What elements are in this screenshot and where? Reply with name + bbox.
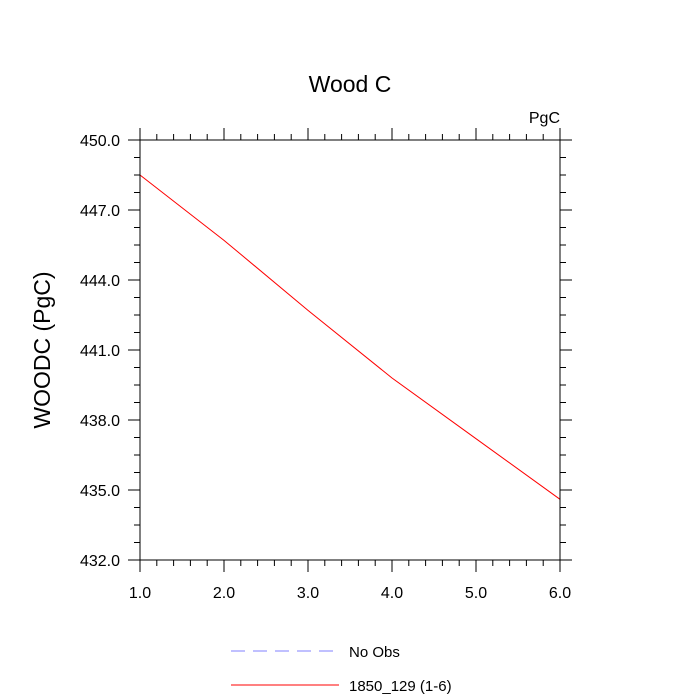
y-tick-label: 444.0 <box>80 273 120 290</box>
tick-labels: 1.0 2.0 3.0 4.0 5.0 6.0 432.0 435.0 438.0 441.0 44… <box>80 133 571 602</box>
y-tick-label: 441.0 <box>80 343 120 360</box>
chart-title: Wood C <box>309 71 392 97</box>
y-tick-label: 438.0 <box>80 413 120 430</box>
legend-label-1850-129: 1850_129 (1-6) <box>349 678 452 695</box>
x-tick-label: 4.0 <box>381 585 403 602</box>
axis-ticks <box>128 128 572 572</box>
x-tick-label: 1.0 <box>129 585 151 602</box>
legend: No Obs 1850_129 (1-6) <box>231 644 452 695</box>
y-tick-label: 432.0 <box>80 553 120 570</box>
y-axis-label: WOODC (PgC) <box>29 271 55 428</box>
legend-label-no-obs: No Obs <box>349 644 400 661</box>
series-layer <box>139 174 561 500</box>
x-tick-label: 3.0 <box>297 585 319 602</box>
series-line-1 <box>139 174 561 500</box>
plot-frame <box>139 139 561 561</box>
x-tick-label: 6.0 <box>549 585 571 602</box>
units-label: PgC <box>529 110 560 127</box>
x-tick-label: 5.0 <box>465 585 487 602</box>
y-tick-label: 435.0 <box>80 483 120 500</box>
x-tick-label: 2.0 <box>213 585 235 602</box>
y-tick-label: 450.0 <box>80 133 120 150</box>
y-tick-label: 447.0 <box>80 203 120 220</box>
